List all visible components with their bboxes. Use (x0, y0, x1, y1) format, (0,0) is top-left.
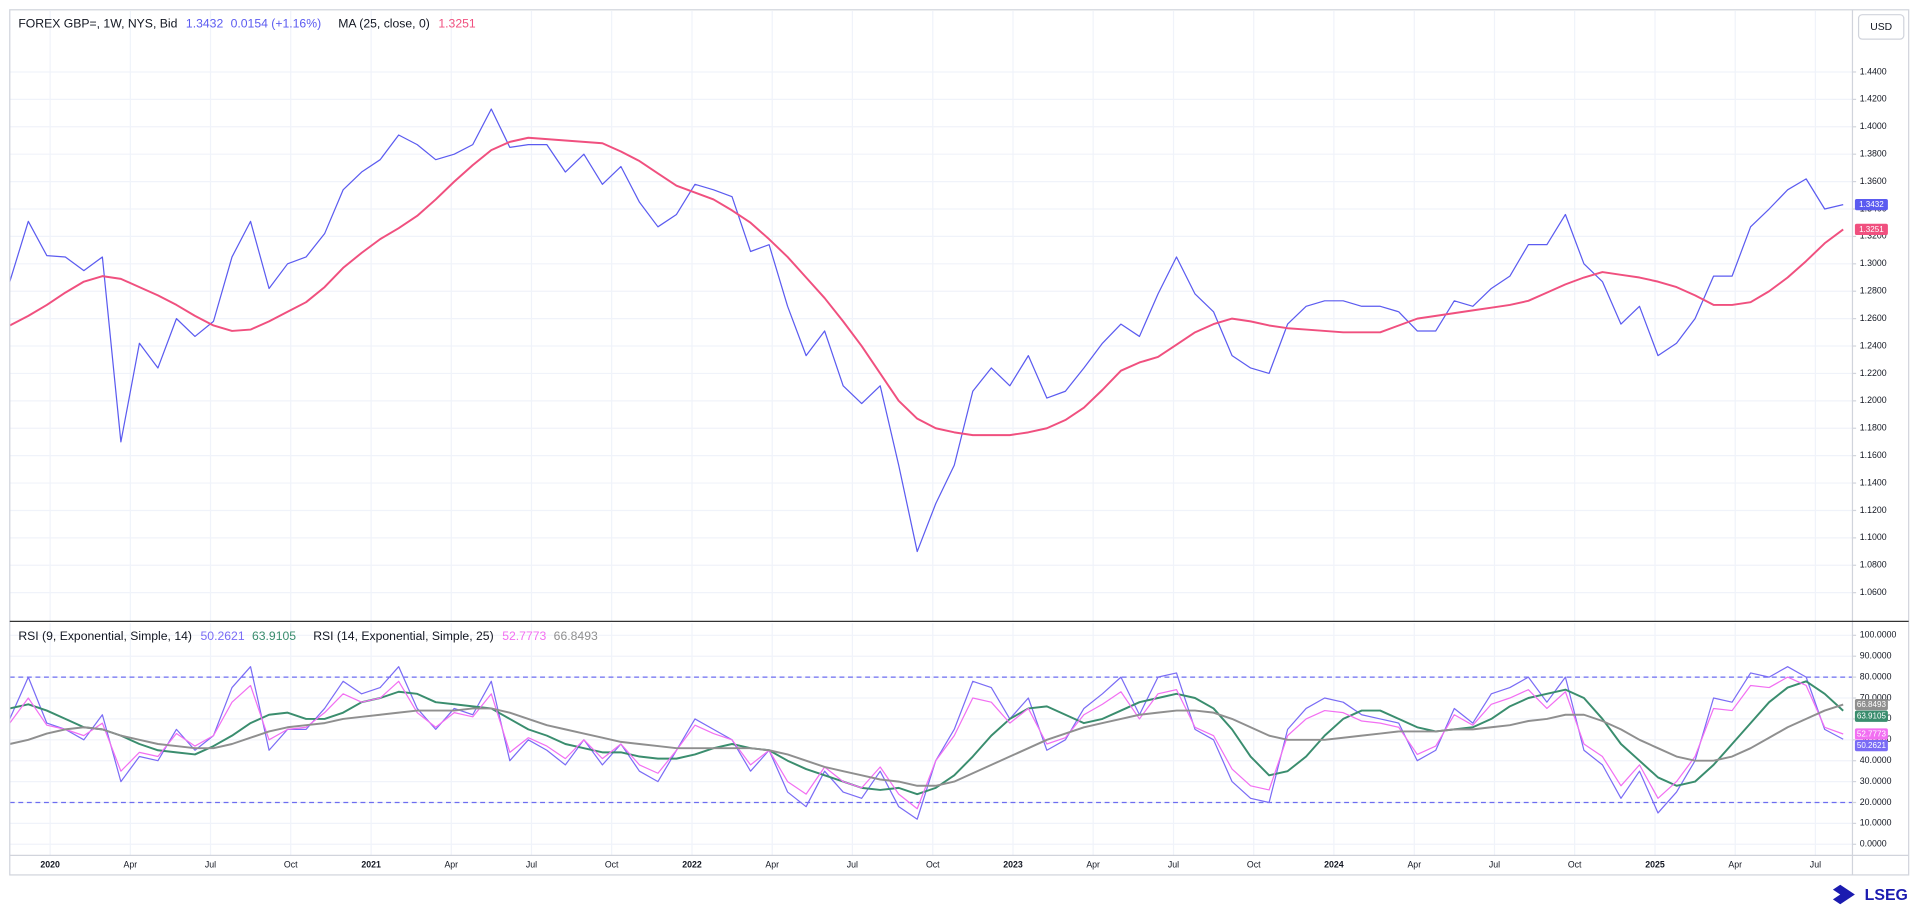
plot-layer (9, 108, 1853, 820)
last-value-tag (1854, 728, 1888, 740)
y-tick-label: 1.3200 (1860, 231, 1887, 241)
last-value-tag (1854, 710, 1888, 722)
legend-text: 1.3432 (186, 17, 224, 31)
x-tick-label: Oct (605, 859, 619, 869)
x-tick-label: Apr (124, 859, 138, 869)
y-tick-label: 70.0000 (1860, 692, 1892, 702)
x-tick-label: Apr (1407, 859, 1421, 869)
y-tick-label: 80.0000 (1860, 671, 1892, 681)
legend-text: 66.8493 (554, 629, 598, 643)
brand-name: LSEG (1865, 887, 1908, 904)
x-tick-label: Jul (205, 859, 216, 869)
x-tick-label: 2020 (40, 859, 60, 869)
x-tick-label: Apr (1086, 859, 1100, 869)
x-tick-label: Oct (284, 859, 298, 869)
y-tick-label: 0.0000 (1860, 839, 1887, 849)
x-tick-label: Oct (1568, 859, 1582, 869)
x-tick-label: Apr (765, 859, 779, 869)
y-tick-label: 10.0000 (1860, 818, 1892, 828)
y-tick-label: 1.1000 (1860, 532, 1887, 542)
x-tick-label: Jul (526, 859, 537, 869)
y-tick-label: 1.1200 (1860, 505, 1887, 515)
legend-text: 50.2621 (201, 629, 245, 643)
x-tick-label: Apr (1728, 859, 1742, 869)
brand-icon (1832, 884, 1855, 905)
last-value-label: 52.7773 (1857, 729, 1887, 738)
x-tick-label: Oct (926, 859, 940, 869)
brand-logo: LSEG (1832, 884, 1908, 905)
y-tick-label: 1.0800 (1860, 560, 1887, 570)
x-tick-label: 2024 (1324, 859, 1344, 869)
series-line (9, 680, 1844, 796)
y-tick-label: 1.2200 (1860, 368, 1887, 378)
y-tick-label: 20.0000 (1860, 797, 1892, 807)
y-tick-label: 1.0600 (1860, 587, 1887, 597)
series-line (9, 136, 1844, 437)
x-tick-label: Jul (1489, 859, 1500, 869)
y-tick-label: 30.0000 (1860, 776, 1892, 786)
x-tick-label: Apr (444, 859, 458, 869)
y-tick-label: 1.3600 (1860, 176, 1887, 186)
x-tick-label: Jul (1168, 859, 1179, 869)
last-value-label: 63.9105 (1857, 712, 1887, 721)
last-value-tag (1854, 199, 1888, 211)
legend-text: FOREX GBP=, 1W, NYS, Bid (18, 17, 177, 31)
y-tick-label: 90.0000 (1860, 651, 1892, 661)
legend-text: 63.9105 (252, 629, 296, 643)
series-line (9, 703, 1844, 787)
last-value-tag (1854, 223, 1888, 236)
frame-border (9, 9, 1910, 876)
y-tick-label: 1.4200 (1860, 94, 1887, 104)
y-tick-label: 1.3800 (1860, 149, 1887, 159)
grid-layer (9, 11, 1853, 856)
y-tick-label: 1.4400 (1860, 66, 1887, 76)
currency-label: USD (1870, 22, 1892, 33)
legend-text: RSI (14, Exponential, Simple, 25) (313, 629, 493, 643)
legend-text: MA (25, close, 0) (338, 17, 430, 31)
last-value-label: 50.2621 (1857, 741, 1887, 750)
legend-text: 0.0154 (+1.16%) (231, 17, 322, 31)
y-tick-label: 40.0000 (1860, 755, 1892, 765)
x-tick-label: Oct (1247, 859, 1261, 869)
last-value-label: 1.3432 (1859, 200, 1884, 209)
y-tick-label: 100.0000 (1860, 630, 1897, 640)
x-tick-label: Jul (847, 859, 858, 869)
x-tick-label: 2022 (682, 859, 702, 869)
y-tick-label: 1.1600 (1860, 450, 1887, 460)
legend-text: 1.3251 (438, 17, 476, 31)
x-tick-label: 2021 (361, 859, 381, 869)
label-layer: 2020 Apr Jul Oct 2021 Apr Jul Oct 2022 Apr Jul Oct 2… (18, 17, 1896, 870)
y-tick-label: 1.1800 (1860, 423, 1887, 433)
currency-box[interactable]: USD (1857, 14, 1905, 40)
y-tick-label: 1.3000 (1860, 258, 1887, 268)
y-tick-label: 1.2600 (1860, 313, 1887, 323)
x-tick-label: 2023 (1003, 859, 1023, 869)
x-tick-label: Jul (1810, 859, 1821, 869)
legend-text: 52.7773 (502, 629, 546, 643)
last-value-tag (1854, 698, 1888, 711)
y-tick-label: 1.2000 (1860, 395, 1887, 405)
legend-text: RSI (9, Exponential, Simple, 14) (18, 629, 192, 643)
series-line (9, 108, 1844, 553)
y-tick-label: 1.2800 (1860, 286, 1887, 296)
last-value-tag (1854, 739, 1888, 752)
last-value-label: 1.3251 (1859, 225, 1884, 234)
series-line (9, 676, 1844, 810)
y-tick-label: 1.2400 (1860, 340, 1887, 350)
last-value-label: 66.8493 (1857, 700, 1887, 709)
y-tick-label: 1.1400 (1860, 477, 1887, 487)
y-tick-label: 1.4000 (1860, 121, 1887, 131)
x-tick-label: 2025 (1645, 859, 1665, 869)
currency-button[interactable] (1857, 14, 1905, 40)
